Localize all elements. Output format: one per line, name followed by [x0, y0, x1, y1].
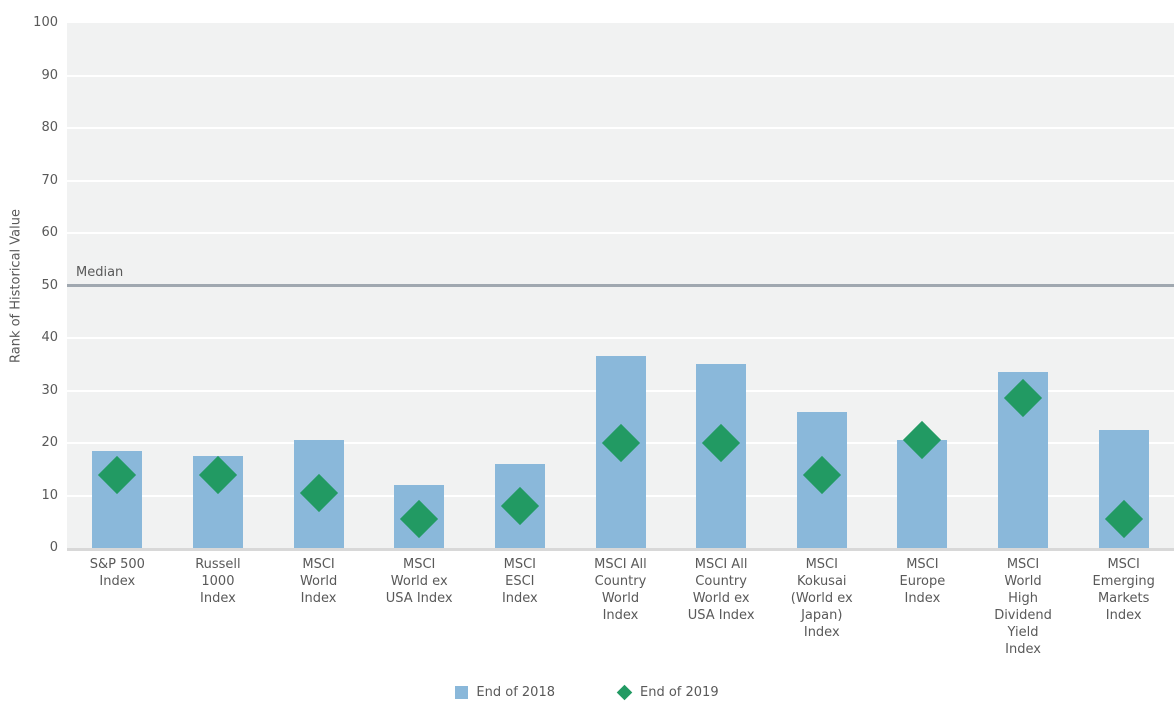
y-tick-label: 10 [41, 487, 58, 503]
legend: End of 2018 End of 2019 [0, 681, 1174, 703]
x-category-label-line: MSCI [302, 557, 335, 572]
diamond-legend-swatch-icon [616, 684, 633, 700]
x-category-label: MSCI ESCI Index [470, 556, 571, 607]
median-label: Median [76, 264, 124, 280]
x-category-label: MSCI Kokusai (World ex Japan) Index [771, 556, 872, 641]
gridline [67, 127, 1174, 129]
gridline [67, 179, 1174, 182]
x-category-label-line: Emerging [1092, 574, 1155, 589]
square-legend-swatch-icon [455, 685, 469, 699]
x-category-label-line: High [1008, 591, 1038, 606]
x-category-label-line: MSCI All [594, 557, 647, 572]
x-category-label: S&P 500 Index [67, 556, 168, 590]
y-tick-label: 30 [41, 382, 58, 398]
x-category-label-line: Europe [899, 574, 946, 589]
x-category-label-line: Yield [1007, 625, 1039, 640]
x-axis-line [67, 548, 1174, 551]
y-tick-label: 40 [41, 330, 58, 345]
x-category-label-line: MSCI [403, 557, 436, 572]
x-category-label-line: ESCI [505, 574, 535, 589]
y-tick-label: 100 [33, 15, 58, 30]
x-category-label-line: World ex [390, 574, 448, 589]
x-category-label-line: Dividend [994, 608, 1052, 623]
x-category-label: MSCI World Index [268, 556, 369, 607]
x-category-label: MSCI All Country World Index [570, 556, 671, 624]
x-category-label-line: Index [803, 625, 840, 640]
x-category-label-line: Kokusai [796, 574, 847, 589]
x-category-label-line: Markets [1097, 591, 1150, 606]
y-tick-label: 50 [41, 277, 58, 293]
y-tick-label: 70 [41, 172, 58, 188]
x-category-label: MSCI All Country World ex USA Index [671, 556, 772, 624]
x-category-label: MSCI World High Dividend Yield Index [973, 556, 1074, 658]
x-category-label-line: Index [904, 591, 941, 606]
x-category-label-line: USA Index [385, 591, 453, 606]
x-category-label-line: MSCI [805, 557, 838, 572]
x-category-label-line: S&P 500 [89, 557, 145, 572]
x-category-label-line: MSCI [1107, 557, 1140, 572]
x-category-label-line: World [1004, 574, 1042, 589]
x-category-label-line: Russell [195, 557, 241, 572]
x-category-label-line: Index [1105, 608, 1142, 623]
x-category-label-line: World [601, 591, 640, 606]
y-tick-label: 80 [41, 120, 58, 135]
plot-area [67, 23, 1174, 548]
x-category-label-line: Index [1005, 642, 1041, 657]
x-category-label: MSCI Europe Index [872, 556, 973, 607]
x-category-label-line: Japan) [801, 608, 843, 623]
legend-label: End of 2019 [640, 684, 719, 700]
legend-label: End of 2018 [476, 684, 555, 700]
x-category-label-line: 1000 [201, 574, 235, 589]
x-category-label-line: MSCI [906, 557, 939, 572]
x-category-label-line: Country [695, 574, 747, 589]
gridline [67, 74, 1174, 77]
gridline [67, 337, 1174, 339]
x-category-label-line: Index [602, 608, 639, 623]
x-category-label: Russell 1000 Index [168, 556, 269, 607]
x-category-label: MSCI Emerging Markets Index [1073, 556, 1174, 624]
legend-item-end-of-2019: End of 2019 [616, 684, 719, 700]
x-category-label-line: MSCI All [694, 557, 748, 572]
x-category-label-line: Index [200, 591, 236, 606]
x-category-label-line: World ex [692, 591, 750, 606]
x-category-label: MSCI World ex USA Index [369, 556, 470, 607]
y-tick-label: 0 [49, 540, 58, 555]
x-category-label-line: World [299, 574, 338, 589]
x-category-label-line: Index [300, 591, 337, 606]
x-category-label-line: MSCI [1006, 557, 1040, 572]
y-tick-label: 60 [41, 225, 58, 240]
x-category-label-line: USA Index [687, 608, 755, 623]
gridline [67, 232, 1174, 234]
y-tick-label: 20 [41, 435, 58, 450]
x-category-label-line: (World ex [790, 591, 853, 606]
median-line [67, 284, 1174, 287]
x-category-label-line: MSCI [503, 557, 537, 572]
x-category-label-line: Index [501, 591, 538, 606]
legend-item-end-of-2018: End of 2018 [455, 685, 555, 700]
x-category-label-line: Index [99, 574, 136, 589]
y-tick-label: 90 [41, 67, 58, 83]
x-category-label-line: Country [594, 574, 647, 589]
